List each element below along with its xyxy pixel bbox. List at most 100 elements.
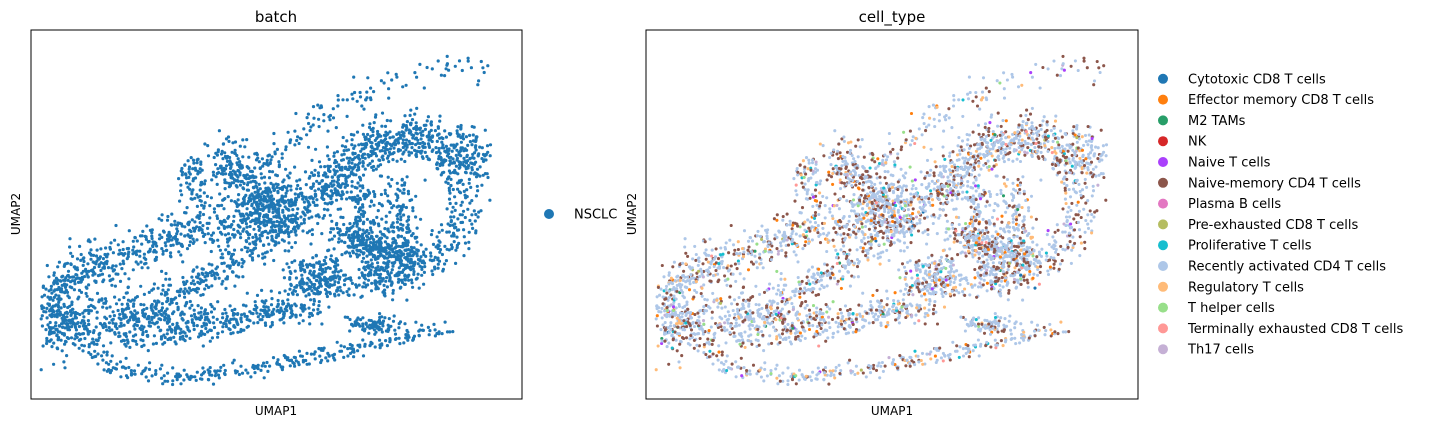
data-point bbox=[101, 344, 106, 348]
data-point bbox=[945, 189, 949, 193]
data-point bbox=[413, 71, 417, 75]
data-point bbox=[333, 274, 337, 278]
data-point bbox=[430, 229, 434, 233]
data-point bbox=[248, 169, 253, 173]
data-point bbox=[178, 199, 182, 203]
data-point bbox=[223, 187, 227, 191]
data-point bbox=[324, 255, 328, 259]
data-point bbox=[189, 281, 193, 285]
data-point bbox=[361, 132, 365, 136]
data-point bbox=[300, 273, 304, 277]
data-point bbox=[429, 254, 433, 258]
data-point bbox=[358, 249, 362, 253]
data-point bbox=[160, 218, 164, 222]
data-point bbox=[345, 98, 349, 102]
data-point bbox=[311, 200, 315, 204]
data-point bbox=[419, 217, 423, 221]
data-point bbox=[391, 288, 395, 293]
data-point bbox=[52, 273, 56, 277]
data-point bbox=[412, 133, 416, 138]
data-point bbox=[116, 272, 120, 276]
data-point bbox=[258, 226, 262, 230]
data-point bbox=[341, 192, 345, 197]
data-point bbox=[468, 133, 472, 137]
data-point bbox=[206, 154, 211, 158]
data-point bbox=[224, 322, 228, 326]
data-point bbox=[1046, 67, 1050, 71]
data-point bbox=[1050, 146, 1054, 150]
data-point bbox=[229, 165, 233, 169]
data-point bbox=[930, 179, 934, 183]
data-point bbox=[310, 289, 314, 293]
data-point bbox=[133, 327, 137, 331]
data-point bbox=[141, 327, 145, 331]
data-point bbox=[348, 254, 353, 258]
data-point bbox=[266, 199, 271, 203]
data-point bbox=[334, 257, 338, 261]
data-point bbox=[459, 203, 463, 207]
data-point bbox=[808, 282, 812, 286]
data-point bbox=[183, 234, 187, 238]
data-point bbox=[339, 185, 343, 189]
data-point bbox=[277, 160, 281, 164]
data-point bbox=[319, 165, 323, 169]
data-point bbox=[383, 291, 387, 295]
data-point bbox=[173, 234, 178, 239]
data-point bbox=[368, 122, 372, 126]
data-point bbox=[101, 280, 105, 284]
data-point bbox=[369, 86, 373, 90]
data-point bbox=[201, 267, 205, 271]
data-point bbox=[233, 307, 237, 311]
data-point bbox=[392, 225, 396, 229]
data-point bbox=[361, 338, 365, 342]
data-point bbox=[95, 342, 99, 346]
data-point bbox=[215, 271, 219, 275]
data-point bbox=[399, 234, 404, 238]
data-point bbox=[302, 303, 306, 308]
data-point bbox=[384, 246, 388, 250]
data-point bbox=[422, 260, 426, 264]
data-point bbox=[342, 273, 346, 277]
data-point bbox=[339, 344, 343, 348]
data-point bbox=[226, 232, 231, 236]
data-point bbox=[75, 257, 80, 261]
data-point bbox=[324, 282, 328, 286]
data-point bbox=[190, 218, 194, 222]
data-point bbox=[401, 145, 405, 150]
data-point bbox=[123, 333, 127, 337]
data-point bbox=[436, 133, 440, 137]
data-point bbox=[452, 161, 456, 165]
data-point bbox=[212, 155, 216, 160]
data-point bbox=[217, 204, 221, 208]
data-point bbox=[188, 172, 192, 176]
data-point bbox=[282, 276, 286, 280]
data-point bbox=[321, 216, 325, 220]
data-point bbox=[323, 201, 327, 205]
data-point bbox=[439, 73, 443, 77]
data-point bbox=[188, 336, 192, 340]
data-point bbox=[374, 287, 378, 291]
data-point bbox=[188, 182, 192, 186]
data-point bbox=[105, 353, 109, 357]
data-point bbox=[132, 369, 137, 373]
data-point bbox=[282, 321, 286, 325]
data-point bbox=[248, 254, 252, 258]
data-point bbox=[813, 214, 817, 218]
data-point bbox=[170, 238, 174, 242]
data-point bbox=[388, 130, 392, 134]
data-point bbox=[50, 312, 54, 316]
data-point bbox=[466, 56, 470, 60]
data-point bbox=[390, 177, 394, 182]
data-point bbox=[337, 163, 341, 167]
data-point bbox=[388, 210, 392, 214]
data-point bbox=[231, 141, 235, 145]
data-point bbox=[282, 353, 286, 358]
data-point bbox=[173, 223, 177, 227]
data-point bbox=[453, 64, 457, 68]
data-point bbox=[255, 151, 259, 155]
data-point bbox=[223, 151, 227, 155]
data-point bbox=[79, 258, 83, 262]
data-point bbox=[1016, 85, 1021, 89]
data-point bbox=[231, 252, 235, 256]
data-point bbox=[431, 134, 435, 138]
